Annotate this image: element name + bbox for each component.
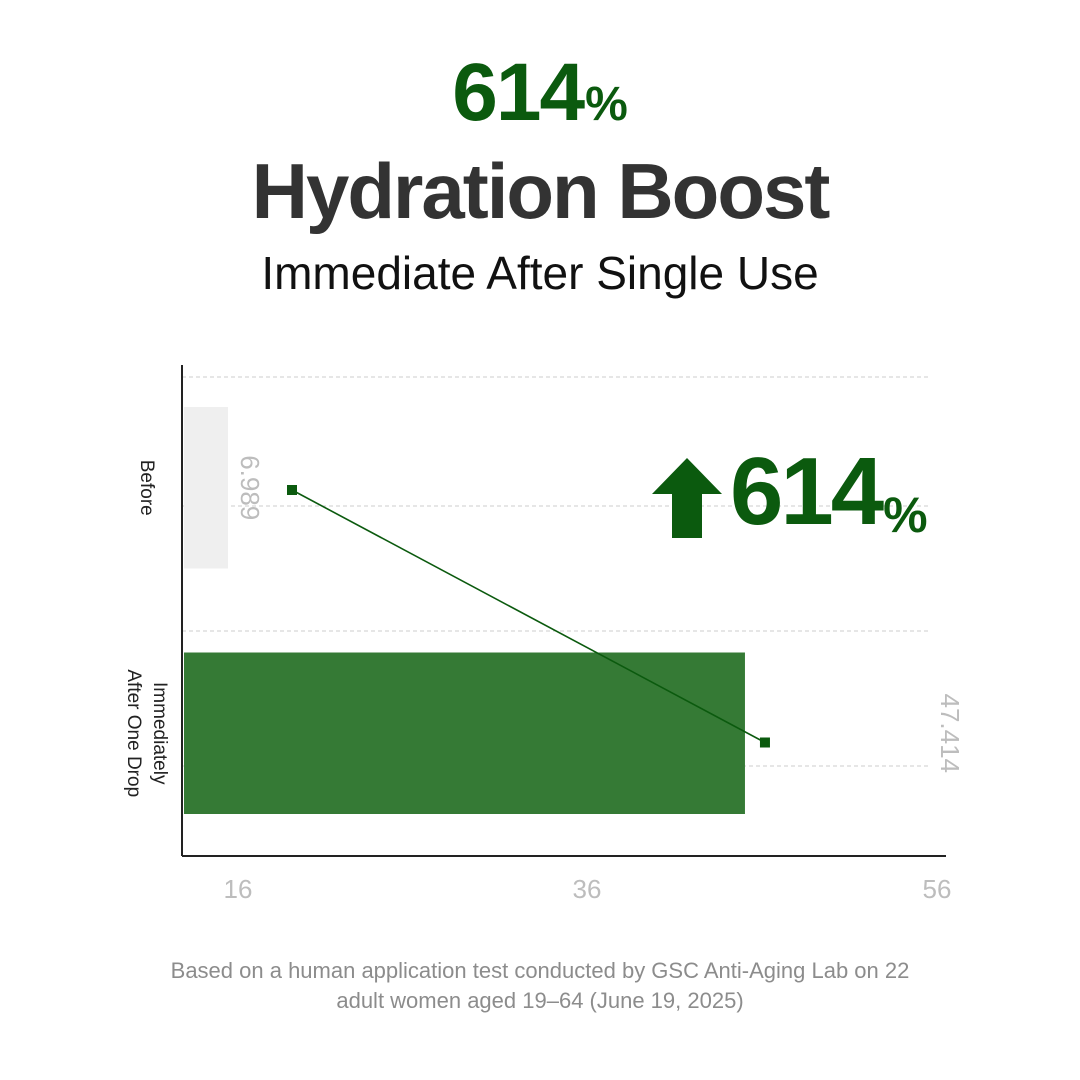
headline-percentage: 614% (0, 52, 1080, 134)
x-tick-label-0: 16 (224, 874, 253, 904)
category-label-0-line-0: Before (136, 460, 157, 516)
x-tick-label-1: 36 (573, 874, 602, 904)
bar-1 (184, 652, 745, 814)
headline-unit: % (585, 78, 628, 131)
value-label-0: 6.989 (235, 455, 265, 520)
category-label-1-line-0: Immediately (149, 682, 170, 785)
page-subtitle: Immediate After Single Use (261, 247, 819, 299)
study-footnote: Based on a human application test conduc… (60, 956, 1020, 1016)
callout-number: 614 (730, 438, 884, 545)
trend-point-0 (287, 485, 297, 495)
footnote-line-1: Based on a human application test conduc… (170, 958, 910, 983)
arrow-up-icon (652, 458, 722, 538)
increase-callout: 614% (652, 444, 928, 543)
page-title: Hydration Boost (251, 147, 831, 235)
headline-number: 614 (452, 47, 585, 138)
callout-unit: % (883, 487, 928, 543)
value-label-1: 47.414 (935, 693, 965, 773)
category-label-1-line-1: After One Drop (123, 669, 144, 797)
footnote-line-2: adult women aged 19–64 (June 19, 2025) (336, 988, 744, 1013)
trend-point-1 (759, 737, 770, 748)
x-tick-label-2: 56 (923, 874, 952, 904)
bar-0 (184, 407, 228, 569)
trend-line (291, 489, 766, 744)
